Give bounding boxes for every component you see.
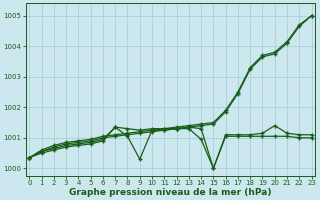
X-axis label: Graphe pression niveau de la mer (hPa): Graphe pression niveau de la mer (hPa) <box>69 188 272 197</box>
